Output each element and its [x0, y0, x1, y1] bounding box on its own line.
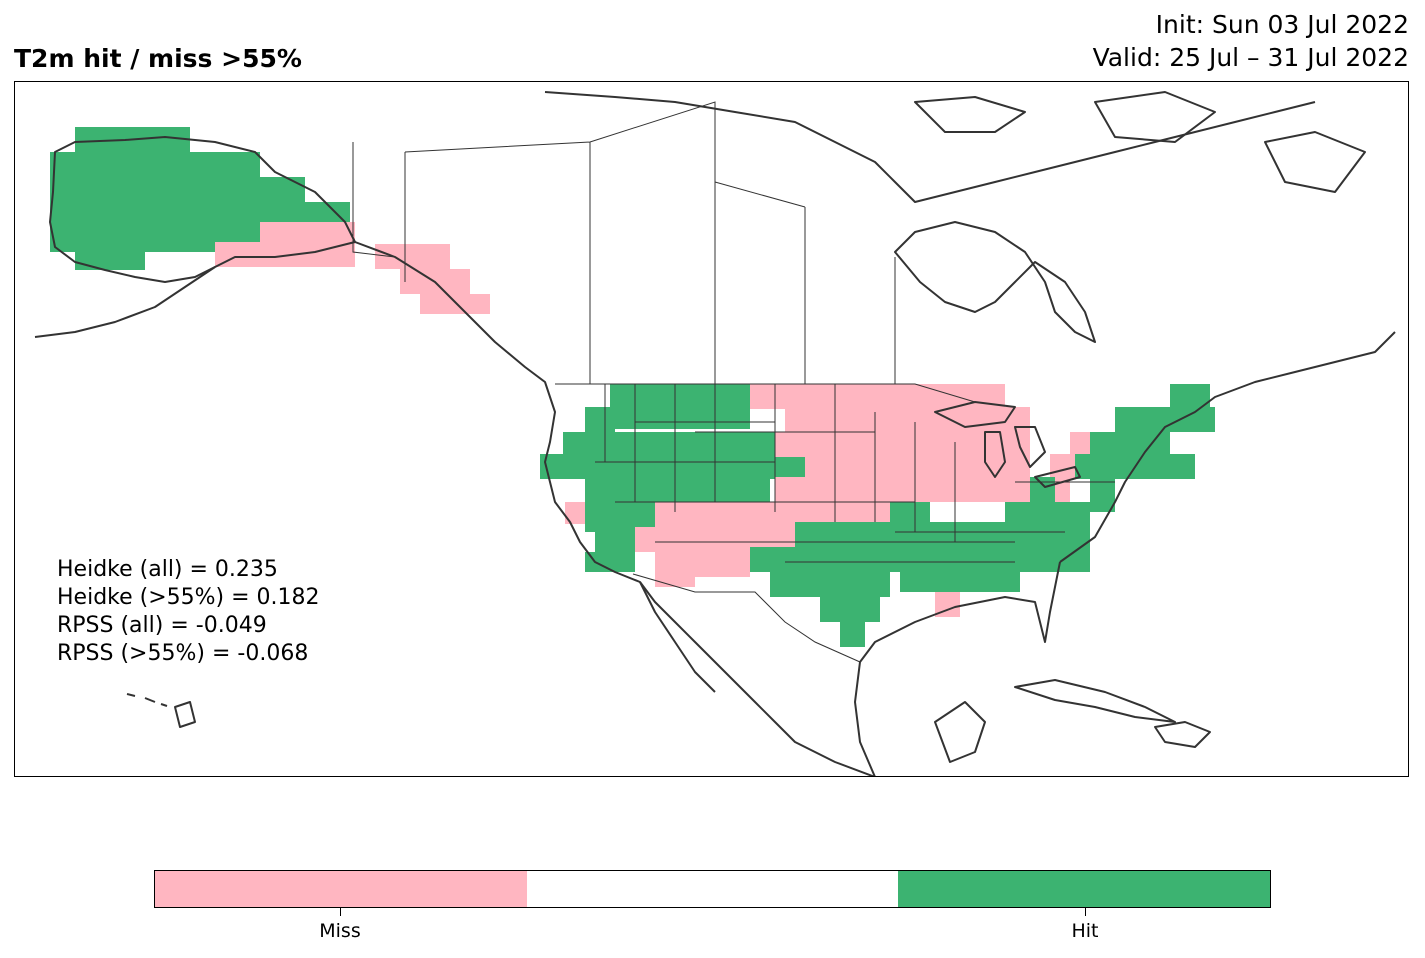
arctic-island-2	[1094, 91, 1216, 143]
hit-cell	[655, 477, 765, 502]
hit-cell	[900, 572, 1020, 592]
map-title: T2m hit / miss >55%	[14, 44, 302, 73]
heidke-all-score: Heidke (all) = 0.235	[57, 557, 278, 582]
miss-cell	[420, 294, 490, 314]
forecast-cells	[50, 127, 1215, 647]
state-borders	[595, 384, 1115, 563]
miss-cell	[655, 502, 750, 527]
verification-scores: Heidke (all) = 0.235 Heidke (>55%) = 0.1…	[57, 556, 320, 668]
hit-cell	[50, 177, 305, 202]
baja-coast	[639, 581, 716, 693]
alaska-canada-border	[352, 142, 396, 258]
colorbar-hit-tick	[1085, 908, 1086, 916]
miss-cell	[635, 527, 750, 552]
colorbar-neutral-segment	[526, 871, 899, 907]
political-borders	[352, 101, 1115, 663]
hit-cell	[585, 407, 615, 432]
arctic-island-3	[1264, 131, 1366, 193]
hawaii-island	[174, 701, 196, 728]
hit-cell	[750, 547, 900, 572]
miss-cell	[795, 477, 895, 522]
arctic-coast	[544, 91, 1316, 203]
lake-erie	[1034, 466, 1081, 488]
gulf-coast	[854, 561, 1061, 776]
alaska-coast	[49, 136, 356, 283]
rpss-all-score: RPSS (all) = -0.049	[57, 613, 267, 638]
miss-cell	[655, 577, 695, 587]
hit-cell	[820, 597, 880, 622]
yucatan-coast	[934, 701, 986, 763]
arctic-island-1	[914, 96, 1026, 133]
colorbar-miss-label: Miss	[319, 920, 361, 942]
colorbar-hit-segment	[898, 871, 1271, 907]
lake-michigan	[984, 431, 1006, 478]
colorbar-miss-segment	[155, 871, 527, 907]
hispaniola-coast	[1154, 721, 1211, 748]
rpss-55-score: RPSS (>55%) = -0.068	[57, 641, 309, 666]
hit-cell	[770, 572, 890, 597]
us-mexico-border	[632, 573, 861, 663]
lake-superior	[934, 401, 1016, 428]
map-canvas	[34, 91, 1396, 776]
hit-cell	[1005, 502, 1090, 527]
hit-cell	[50, 152, 260, 177]
valid-period: Valid: 25 Jul – 31 Jul 2022	[1092, 43, 1409, 72]
colorbar	[154, 870, 1271, 908]
colorbar-miss-tick	[340, 908, 341, 916]
pacific-coast	[354, 241, 876, 776]
heidke-55-score: Heidke (>55%) = 0.182	[57, 585, 320, 610]
hit-cell	[585, 552, 635, 572]
aleutian-coast	[34, 266, 216, 338]
coastlines	[34, 91, 1396, 776]
miss-cell	[260, 222, 355, 267]
miss-cell	[375, 244, 450, 269]
miss-cell	[655, 552, 750, 577]
hit-cell	[75, 252, 145, 270]
atlantic-coast	[1059, 331, 1396, 563]
miss-cell	[785, 407, 1030, 432]
hit-cell	[890, 547, 1090, 572]
miss-cell	[775, 432, 1030, 457]
miss-cell	[895, 477, 1005, 502]
hit-cell	[840, 622, 865, 647]
map-panel	[14, 81, 1409, 777]
miss-cell	[750, 384, 1005, 409]
hit-cell	[1115, 454, 1195, 479]
hit-cell	[1170, 407, 1215, 432]
hit-cell	[1075, 454, 1095, 479]
lake-huron	[1014, 426, 1046, 468]
hawaii-isles	[126, 693, 168, 707]
hit-cell	[1030, 477, 1055, 502]
cuba-coast	[1014, 679, 1176, 723]
hudson-bay-coast	[894, 221, 1096, 343]
colorbar-hit-label: Hit	[1071, 920, 1099, 942]
init-date: Init: Sun 03 Jul 2022	[1155, 10, 1409, 39]
province-borders	[404, 101, 896, 384]
miss-cell	[565, 502, 585, 524]
